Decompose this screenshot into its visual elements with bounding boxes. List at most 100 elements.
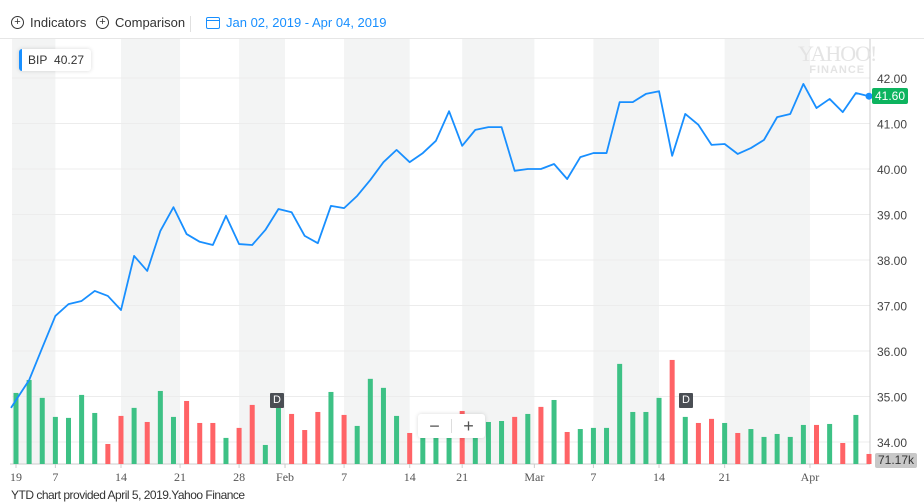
- volume-bar: [840, 442, 846, 464]
- volume-bar: [656, 397, 662, 464]
- volume-bar: [420, 437, 426, 464]
- y-tick-label: 38.00: [877, 254, 907, 268]
- dividend-marker[interactable]: D: [679, 393, 693, 408]
- volume-bar: [538, 406, 544, 464]
- volume-bar: [118, 415, 124, 464]
- volume-bar: [236, 427, 242, 464]
- x-tick-label: 7: [52, 470, 58, 484]
- y-tick-label: 42.00: [877, 72, 907, 86]
- volume-bar: [328, 391, 334, 464]
- week-band: [344, 39, 410, 464]
- volume-bar: [695, 422, 701, 464]
- y-tick-label: 36.00: [877, 345, 907, 359]
- volume-bar: [197, 422, 203, 464]
- volume-bar: [157, 390, 163, 464]
- indicators-label: Indicators: [30, 15, 87, 30]
- y-tick-label: 37.00: [877, 300, 907, 314]
- volume-bar: [722, 422, 728, 464]
- yahoo-finance-watermark: YAHOO! FINANCE: [798, 41, 877, 77]
- x-tick-label: 7: [341, 470, 347, 484]
- volume-bar: [472, 437, 478, 464]
- week-band: [12, 39, 56, 464]
- week-band: [120, 39, 181, 464]
- x-tick-label: Feb: [276, 470, 294, 484]
- last-volume-label: 71.17k: [875, 453, 918, 468]
- volume-bar: [827, 423, 833, 464]
- volume-bar: [249, 404, 255, 464]
- volume-bar: [617, 363, 623, 464]
- volume-bar: [380, 387, 386, 464]
- x-tick-label: 14: [115, 470, 127, 484]
- volume-bar: [525, 413, 531, 464]
- calendar-icon: [206, 16, 220, 29]
- y-tick-label: 40.00: [877, 163, 907, 177]
- volume-bar: [446, 437, 452, 464]
- watermark-line2: FINANCE: [809, 64, 866, 76]
- date-range-button[interactable]: Jan 02, 2019 - Apr 04, 2019: [206, 15, 386, 30]
- volume-bar: [302, 430, 308, 464]
- volume-bar: [630, 411, 636, 464]
- chart-footer: YTD chart provided April 5, 2019.Yahoo F…: [11, 488, 245, 502]
- volume-bar: [643, 411, 649, 464]
- x-tick-label: 28: [233, 470, 245, 484]
- week-band: [724, 39, 810, 464]
- indicators-button[interactable]: + Indicators: [11, 15, 86, 30]
- volume-bar: [223, 437, 229, 464]
- x-tick-label: Mar: [524, 470, 544, 484]
- volume-bar: [682, 416, 688, 464]
- volume-bar: [52, 416, 58, 464]
- x-tick-label: 7: [590, 470, 596, 484]
- volume-bar: [92, 412, 98, 464]
- x-tick-label: 19: [10, 470, 22, 484]
- volume-bar: [866, 453, 872, 464]
- series-legend[interactable]: BIP 40.27: [19, 49, 92, 71]
- chart-toolbar: + Indicators + Comparison Jan 02, 2019 -…: [0, 0, 924, 39]
- volume-bar: [354, 425, 360, 464]
- volume-bar: [577, 429, 583, 464]
- x-tick-label: 21: [719, 470, 731, 484]
- volume-bar: [735, 432, 741, 464]
- x-tick-label: Apr: [801, 470, 820, 484]
- volume-bar: [604, 427, 610, 464]
- volume-bar: [407, 432, 413, 464]
- zoom-divider: [451, 419, 452, 433]
- volume-bar: [275, 407, 281, 464]
- volume-bar: [590, 427, 596, 464]
- volume-bar: [210, 422, 216, 464]
- volume-bar: [341, 414, 347, 464]
- x-tick-label: 21: [456, 470, 468, 484]
- zoom-in-button[interactable]: +: [463, 415, 474, 436]
- week-band: [593, 39, 660, 464]
- volume-bar: [144, 421, 150, 464]
- volume-bar: [669, 359, 675, 464]
- volume-bar: [79, 394, 85, 464]
- last-price-label: 41.60: [872, 88, 909, 104]
- x-tick-label: 14: [653, 470, 665, 484]
- volume-bar: [564, 431, 570, 464]
- volume-bar: [170, 416, 176, 464]
- y-tick-label: 39.00: [877, 209, 907, 223]
- y-tick-label: 35.00: [877, 391, 907, 405]
- volume-bar: [499, 420, 505, 464]
- volume-bar: [551, 399, 557, 464]
- plus-circle-icon: +: [11, 16, 24, 29]
- x-tick-label: 21: [174, 470, 186, 484]
- volume-bar: [814, 424, 820, 464]
- toolbar-divider: [190, 16, 191, 32]
- date-range-label: Jan 02, 2019 - Apr 04, 2019: [226, 15, 387, 30]
- watermark-line1: YAHOO!: [798, 41, 877, 66]
- dividend-marker[interactable]: D: [270, 393, 284, 408]
- y-tick-label: 34.00: [877, 436, 907, 450]
- volume-bar: [394, 415, 400, 464]
- comparison-button[interactable]: + Comparison: [96, 15, 185, 30]
- volume-bar: [315, 411, 321, 464]
- volume-bar: [367, 378, 373, 464]
- volume-bar: [485, 421, 491, 464]
- plus-circle-icon: +: [96, 16, 109, 29]
- volume-bar: [289, 413, 295, 464]
- volume-bar: [709, 418, 715, 464]
- volume-bar: [26, 379, 32, 464]
- price-line: [10, 83, 870, 409]
- zoom-out-button[interactable]: −: [429, 415, 440, 436]
